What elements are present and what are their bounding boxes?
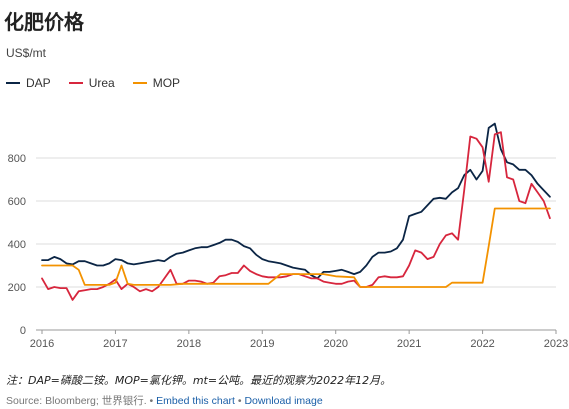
legend-label: Urea	[88, 76, 115, 90]
x-tick-label: 2019	[250, 338, 274, 350]
download-image-link[interactable]: Download image	[244, 395, 323, 407]
x-tick-label: 2017	[103, 338, 127, 350]
y-tick-label: 200	[8, 282, 26, 294]
page-title: 化肥价格	[4, 10, 84, 34]
x-tick-label: 2016	[30, 338, 54, 350]
legend-swatch	[68, 82, 83, 84]
y-tick-label: 800	[8, 153, 26, 165]
legend-swatch	[6, 82, 20, 84]
legend-item-urea: Urea	[68, 76, 115, 90]
legend-label: MOP	[152, 76, 181, 90]
y-axis-unit-label: US$/mt	[6, 46, 47, 60]
y-tick-label: 400	[8, 239, 26, 251]
x-tick-label: 2018	[177, 338, 201, 350]
x-tick-label: 2020	[323, 338, 347, 350]
y-tick-label: 600	[8, 196, 26, 208]
legend-item-mop: MOP	[132, 76, 181, 90]
source-line: Source: Bloomberg; 世界银行. • Embed this ch…	[6, 393, 323, 408]
separator: •	[146, 395, 157, 407]
legend-swatch	[132, 82, 147, 84]
source-text: Source: Bloomberg; 世界银行.	[6, 395, 147, 407]
chart-legend: DAP Urea MOP	[6, 76, 180, 90]
legend-label: DAP	[26, 76, 51, 90]
series-line-mop	[41, 207, 551, 288]
chart-footnote: 注：DAP=磷酸二铵。MOP=氯化钾。mt=公吨。最近的观察为2022年12月。	[6, 374, 392, 387]
embed-chart-link[interactable]: Embed this chart	[156, 395, 235, 407]
x-tick-label: 2021	[397, 338, 421, 350]
legend-item-dap: DAP	[6, 76, 51, 90]
separator: •	[234, 395, 245, 407]
y-tick-label: 0	[20, 325, 26, 337]
x-tick-label: 2022	[470, 338, 494, 350]
x-tick-label: 2023	[544, 338, 568, 350]
